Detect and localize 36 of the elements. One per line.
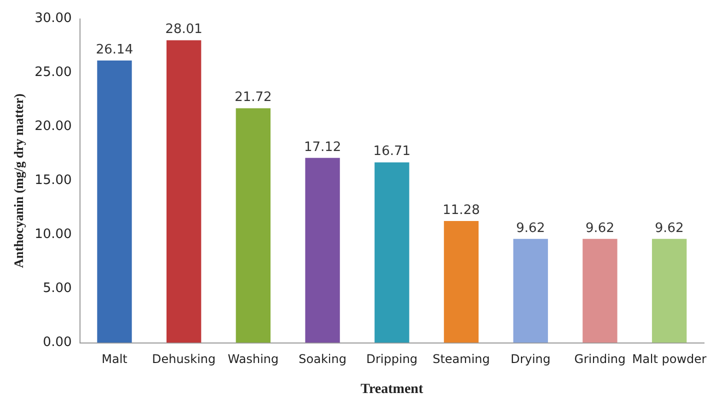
data-label: 16.71 — [373, 144, 411, 160]
y-tick-label: 5.00 — [42, 281, 72, 296]
x-tick-label: Malt powder — [632, 352, 707, 366]
bar — [166, 40, 202, 343]
data-label: 9.62 — [585, 220, 614, 236]
y-tick-label: 0.00 — [42, 335, 72, 350]
data-label: 9.62 — [654, 220, 684, 236]
x-tick-label: Soaking — [298, 352, 346, 366]
data-label: 21.72 — [234, 90, 272, 106]
y-tick-label: 15.00 — [34, 173, 72, 188]
y-tick-label: 10.00 — [34, 227, 72, 242]
bar — [305, 158, 340, 343]
y-tick-label: 20.00 — [34, 119, 72, 134]
data-label: 26.14 — [96, 42, 134, 58]
x-tick-label: Malt — [102, 352, 128, 366]
bar — [97, 60, 132, 343]
data-label: 11.28 — [442, 202, 480, 218]
x-tick-label: Dripping — [366, 352, 418, 366]
data-label: 28.01 — [165, 22, 202, 38]
y-tick-label: 30.00 — [34, 11, 72, 26]
data-label: 9.62 — [516, 220, 546, 236]
x-tick-label: Steaming — [432, 352, 490, 366]
bar — [444, 220, 479, 343]
x-tick-label: Washing — [228, 352, 279, 366]
x-axis-title: Treatment — [360, 382, 424, 398]
y-axis-title: Anthocyanin (mg/g dry matter) — [11, 94, 26, 268]
data-label: 17.12 — [304, 140, 342, 155]
y-tick-label: 25.00 — [34, 65, 72, 80]
x-tick-label: Dehusking — [152, 352, 216, 366]
x-tick-label: Grinding — [574, 352, 626, 366]
bar — [374, 162, 410, 343]
bar — [652, 238, 687, 343]
x-tick-label: Drying — [510, 352, 551, 366]
bar — [513, 238, 548, 343]
bar — [582, 238, 618, 343]
bar — [236, 108, 271, 343]
